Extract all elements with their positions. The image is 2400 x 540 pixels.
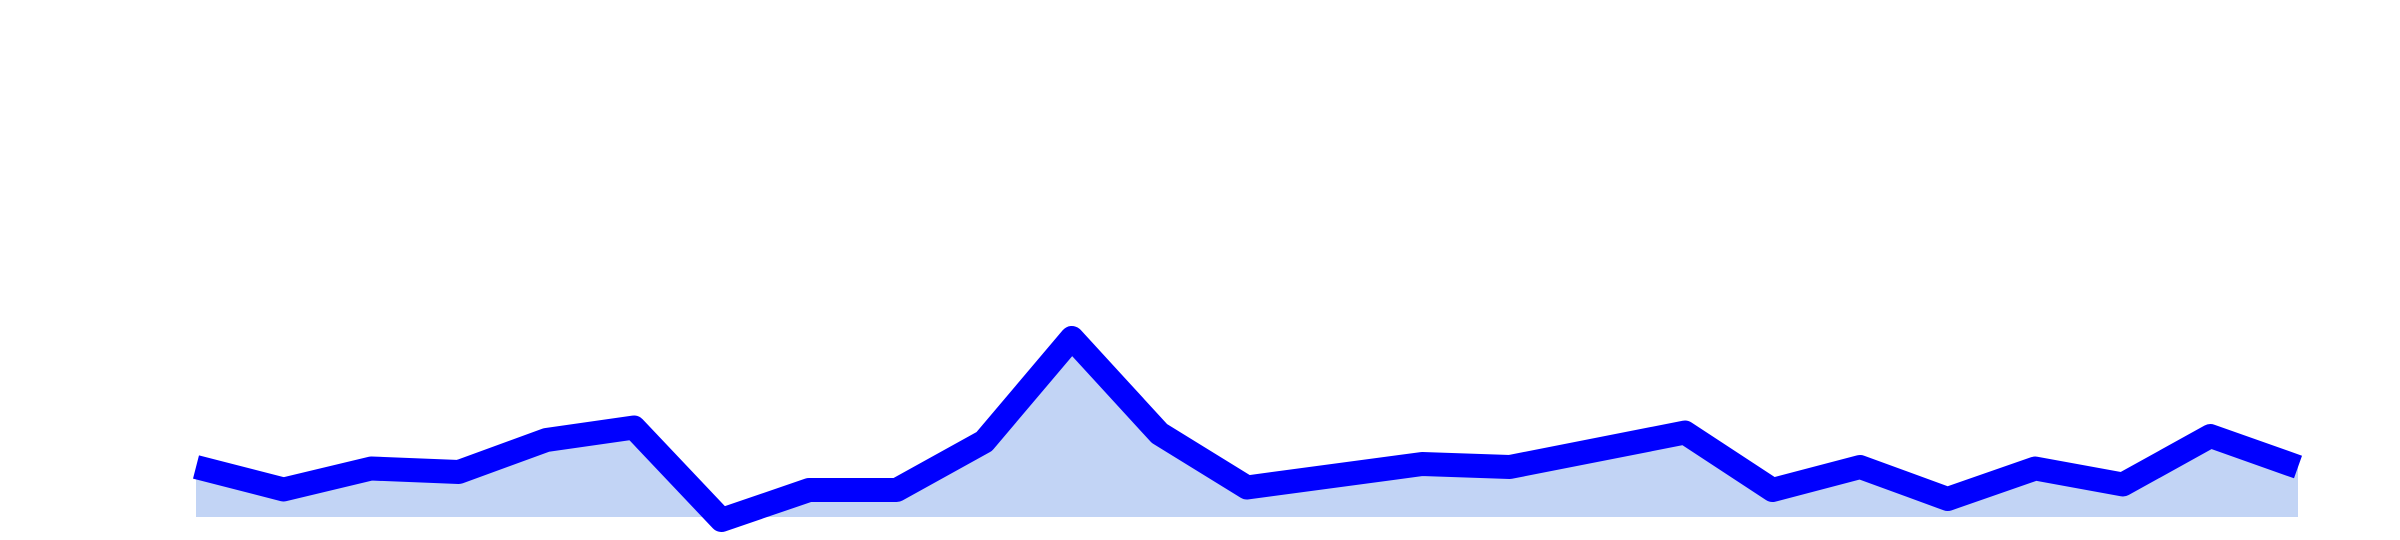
series-line [193, 326, 2303, 532]
area-fill [196, 338, 2298, 520]
area-fill-layer [196, 338, 2298, 520]
line-layer [193, 326, 2303, 532]
